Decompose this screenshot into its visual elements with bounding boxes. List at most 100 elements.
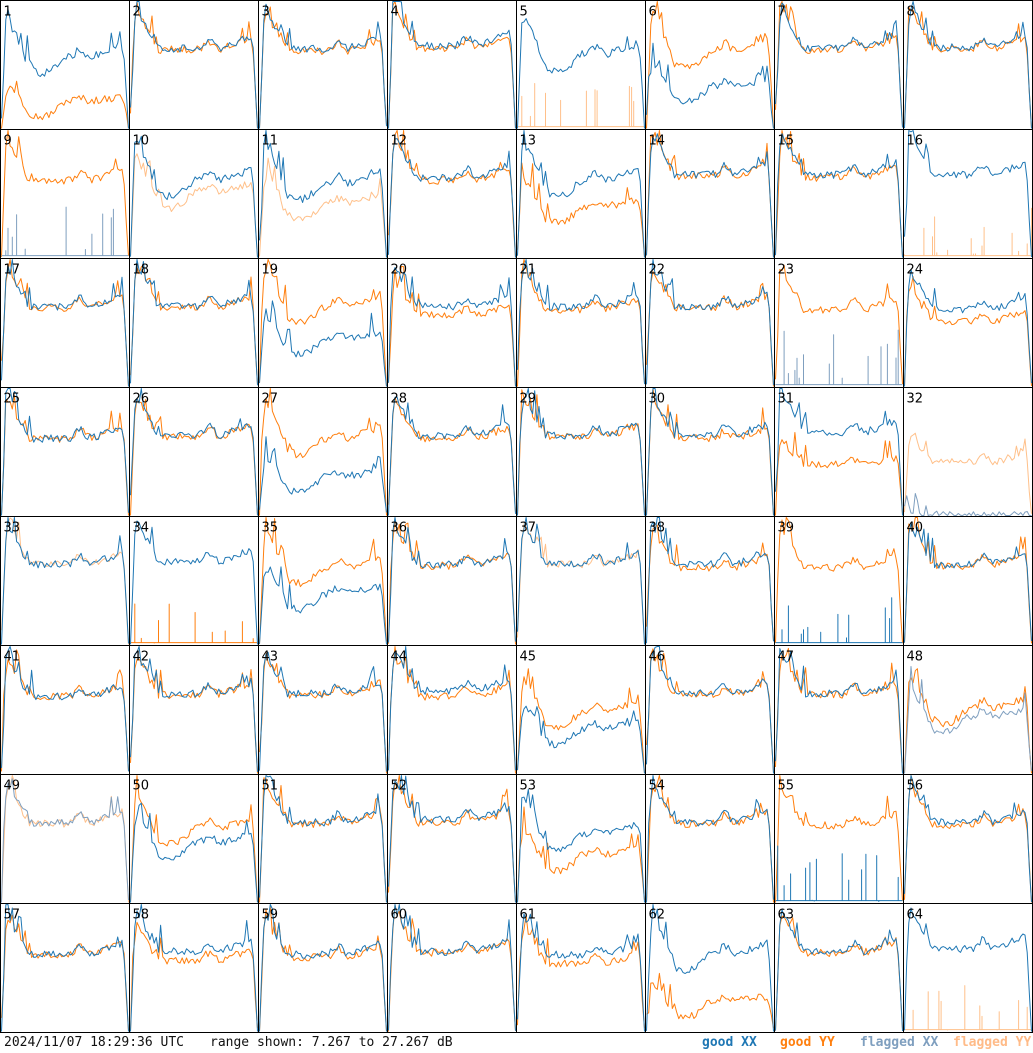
series-xx-good [388,267,516,387]
panel-frame [129,903,259,1033]
panel-label: 11 [262,134,279,149]
panel-frame [129,774,259,904]
panel-18: 18 [129,258,259,388]
panel-52: 52 [387,774,517,904]
panel-21: 21 [516,258,646,388]
panel-frame [774,645,904,775]
panel-label: 24 [907,263,924,278]
series-xx-good [904,907,1032,1032]
panel-label: 23 [778,263,795,278]
panel-26: 26 [129,387,259,517]
panel-label: 32 [907,392,924,407]
panel-label: 49 [4,779,21,794]
panel-frame [0,129,130,259]
series-xx-good [259,130,387,258]
series-xx-good [130,520,258,645]
series-yy-good [388,1,516,129]
series-xx-good [646,133,774,258]
series-xx-good [775,597,903,644]
panel-34: 34 [129,516,259,646]
panel-label: 27 [262,392,279,407]
panel-42: 42 [129,645,259,775]
panel-frame [903,129,1033,259]
series-xx-good [646,259,774,386]
series-xx-good [517,913,645,1032]
series-yy-good [775,130,903,257]
panel-57: 57 [0,903,130,1033]
series-xx-good [517,705,645,774]
series-yy-good [259,517,387,645]
panel-frame [258,387,388,517]
series-xx-good [775,648,903,774]
panel-label: 48 [907,650,924,665]
panel-label: 42 [133,650,150,665]
panel-60: 60 [387,903,517,1033]
panel-54: 54 [645,774,775,904]
panel-4: 4 [387,0,517,130]
panel-label: 30 [649,392,666,407]
panel-label: 2 [133,5,141,20]
series-xx-good [259,775,387,903]
panel-23: 23 [774,258,904,388]
series-yy-good [259,777,387,903]
panel-frame [774,258,904,388]
panel-15: 15 [774,129,904,259]
series-xx-good [517,259,645,385]
series-yy-flagged [904,432,1032,514]
panel-label: 41 [4,650,21,665]
panel-label: 59 [262,908,279,923]
panel-label: 57 [4,908,21,923]
panel-label: 6 [649,5,657,20]
series-xx-good [517,130,645,258]
panel-frame [387,258,517,388]
panel-label: 22 [649,263,666,278]
series-xx-good [130,1,258,129]
series-xx-good [646,388,774,516]
series-xx-good [775,845,903,902]
panel-33: 33 [0,516,130,646]
series-xx-good [646,646,774,774]
series-yy-good [259,6,387,128]
panel-frame [903,387,1033,517]
panel-label: 21 [520,263,537,278]
panel-frame [258,774,388,904]
panel-25: 25 [0,387,130,517]
series-yy-good [259,652,387,774]
panel-27: 27 [258,387,388,517]
series-xx-good [517,788,645,903]
legend-good-yy: good YY [780,1035,835,1050]
series-xx-good [130,135,258,258]
panel-frame [387,903,517,1033]
panel-30: 30 [645,387,775,517]
panel-label: 60 [391,908,408,923]
series-xx-good [904,268,1032,387]
panel-frame [129,516,259,646]
panel-label: 15 [778,134,795,149]
panel-24: 24 [903,258,1033,388]
panel-label: 8 [907,5,915,20]
panel-label: 64 [907,908,924,923]
panel-label: 33 [4,521,21,536]
series-yy-good [775,647,903,773]
panel-frame [258,516,388,646]
panel-frame [645,258,775,388]
panel-frame [258,645,388,775]
series-xx-flagged [775,329,903,386]
panel-frame [774,387,904,517]
series-yy-good [259,388,387,516]
panel-44: 44 [387,645,517,775]
panel-frame [645,387,775,517]
panel-58: 58 [129,903,259,1033]
panel-39: 39 [774,516,904,646]
panel-59: 59 [258,903,388,1033]
panel-14: 14 [645,129,775,259]
series-xx-good [1,8,129,129]
panel-64: 64 [903,903,1033,1033]
panel-frame [0,258,130,388]
panel-label: 37 [520,521,537,536]
range-text: range shown: 7.267 to 27.267 dB [210,1035,453,1050]
panel-label: 62 [649,908,666,923]
series-yy-good [517,162,645,258]
panel-label: 10 [133,134,150,149]
